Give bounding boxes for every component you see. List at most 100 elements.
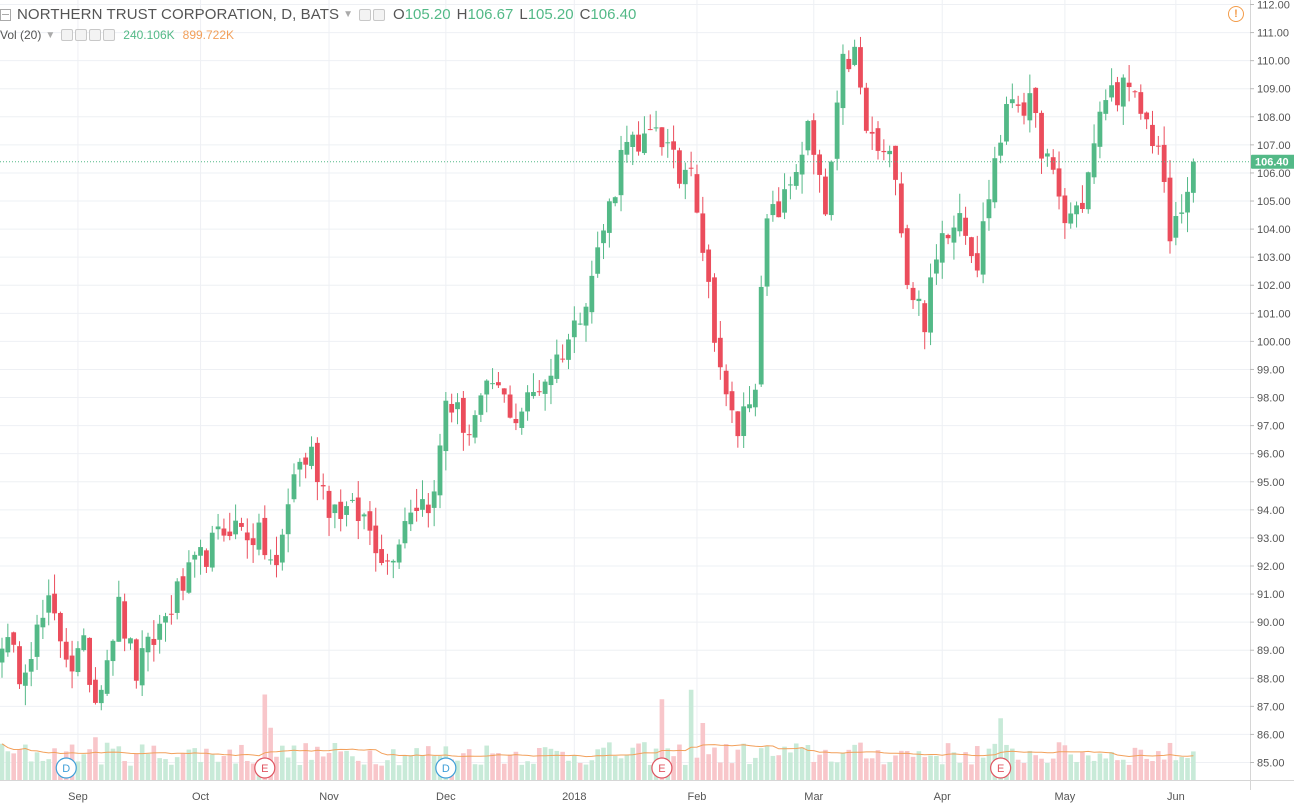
dividend-marker[interactable]: D bbox=[55, 757, 77, 779]
gear-icon[interactable] bbox=[75, 29, 88, 41]
candle bbox=[542, 379, 548, 411]
volume-bar bbox=[1138, 749, 1144, 780]
candle bbox=[174, 578, 180, 620]
candle bbox=[595, 231, 601, 278]
volume-bar bbox=[355, 760, 361, 780]
earnings-marker[interactable]: E bbox=[651, 757, 673, 779]
y-tick-label: 86.00 bbox=[1257, 729, 1285, 741]
event-marker-label: D bbox=[442, 763, 450, 775]
volume-bar bbox=[589, 760, 595, 780]
candle bbox=[729, 381, 735, 423]
candle bbox=[1120, 74, 1126, 125]
y-tick-label: 110.00 bbox=[1257, 56, 1290, 68]
volume-bar bbox=[420, 754, 425, 780]
volume-bar bbox=[1021, 762, 1027, 780]
gear-icon[interactable] bbox=[373, 8, 386, 21]
candle bbox=[268, 549, 274, 565]
volume-bar bbox=[1027, 750, 1033, 780]
volume-bar bbox=[846, 749, 852, 780]
volume-bar bbox=[916, 751, 922, 780]
candle bbox=[811, 113, 817, 175]
candle bbox=[151, 620, 157, 662]
candle bbox=[128, 637, 133, 650]
volume-legend: Vol (20) ▼ 240.106K 899.722K bbox=[0, 28, 234, 42]
candle bbox=[974, 235, 980, 278]
candle bbox=[770, 190, 776, 222]
alert-icon[interactable]: ! bbox=[1228, 6, 1244, 22]
eye-icon[interactable] bbox=[359, 8, 372, 21]
volume-bar bbox=[788, 752, 793, 780]
chevron-down-icon[interactable]: ▼ bbox=[45, 29, 56, 41]
candle bbox=[408, 499, 414, 532]
volume-bar bbox=[414, 748, 419, 780]
volume-bar bbox=[285, 757, 291, 780]
earnings-marker[interactable]: E bbox=[990, 757, 1012, 779]
candle bbox=[747, 386, 752, 413]
volume-bar bbox=[426, 746, 431, 780]
candle bbox=[752, 383, 758, 417]
candle bbox=[496, 372, 501, 388]
volume-value: 240.106K bbox=[123, 28, 175, 42]
x-tick-label: Nov bbox=[319, 791, 339, 803]
candle bbox=[81, 628, 87, 652]
volume-bar bbox=[729, 763, 735, 780]
volume-bar bbox=[501, 763, 507, 780]
candle bbox=[303, 452, 309, 479]
y-tick-label: 104.00 bbox=[1257, 224, 1291, 236]
candle bbox=[536, 380, 542, 396]
collapse-legend-icon[interactable] bbox=[0, 8, 11, 21]
candle bbox=[1097, 101, 1103, 159]
y-tick-label: 93.00 bbox=[1257, 533, 1285, 545]
volume-bar bbox=[858, 742, 863, 780]
candle bbox=[320, 473, 326, 500]
candle bbox=[682, 162, 688, 200]
candle bbox=[531, 373, 536, 399]
candle bbox=[367, 501, 373, 546]
volume-moving-average-line bbox=[1, 743, 1194, 758]
volume-legend-title[interactable]: Vol (20) bbox=[0, 28, 42, 42]
eye-icon[interactable] bbox=[61, 29, 74, 41]
candle bbox=[34, 614, 40, 670]
volume-bar bbox=[1050, 758, 1056, 780]
candle bbox=[256, 513, 262, 556]
volume-bar bbox=[934, 755, 939, 780]
y-tick-label: 105.00 bbox=[1257, 196, 1291, 208]
candle bbox=[928, 263, 933, 346]
candle bbox=[501, 388, 507, 403]
close-label: C bbox=[579, 6, 591, 23]
candle bbox=[87, 637, 92, 693]
plus-icon[interactable] bbox=[89, 29, 102, 41]
volume-ma-value: 899.722K bbox=[182, 28, 235, 42]
candle bbox=[1004, 96, 1009, 145]
close-icon[interactable] bbox=[103, 29, 116, 41]
candle bbox=[385, 553, 390, 575]
candle bbox=[52, 574, 57, 621]
candle bbox=[957, 193, 963, 237]
candle bbox=[677, 147, 682, 189]
dividend-marker[interactable]: D bbox=[435, 757, 457, 779]
candle bbox=[1015, 95, 1021, 113]
time-axis[interactable]: Sep Oct Nov Dec 2018 Feb Mar Apr May Jun bbox=[68, 791, 1185, 803]
candle bbox=[764, 214, 770, 296]
volume-bar bbox=[1150, 761, 1155, 780]
earnings-marker[interactable]: E bbox=[254, 757, 276, 779]
candle bbox=[472, 410, 478, 444]
volume-bar bbox=[624, 754, 630, 780]
candle bbox=[583, 303, 589, 342]
x-tick-label: Dec bbox=[436, 791, 456, 803]
candle bbox=[577, 312, 583, 326]
candle bbox=[455, 393, 460, 425]
candle bbox=[834, 90, 840, 171]
candle bbox=[1044, 148, 1050, 167]
candle bbox=[945, 233, 951, 245]
high-label: H bbox=[456, 6, 468, 23]
event-marker-label: E bbox=[997, 763, 1004, 775]
candle bbox=[326, 485, 332, 536]
chevron-down-icon[interactable]: ▼ bbox=[343, 9, 354, 20]
candle bbox=[390, 559, 396, 579]
price-axis[interactable]: 85.00 86.00 87.00 88.00 89.00 90.00 91.00 92.00… bbox=[1250, 0, 1291, 770]
symbol-title[interactable]: NORTHERN TRUST CORPORATION, D, BATS bbox=[17, 6, 340, 23]
y-tick-label: 96.00 bbox=[1257, 449, 1285, 461]
